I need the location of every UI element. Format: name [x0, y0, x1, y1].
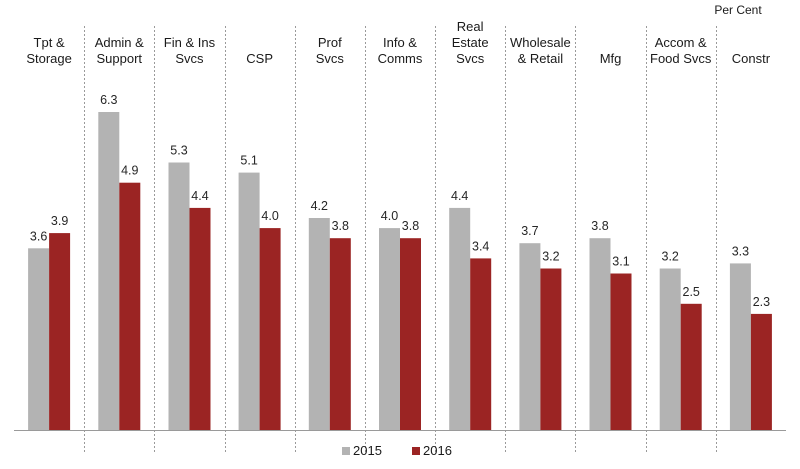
bar-2016 [540, 268, 562, 430]
value-label-2016: 3.9 [51, 214, 68, 228]
bar-2016 [400, 238, 421, 430]
bar-2016 [610, 273, 632, 430]
category-label: Support [96, 51, 142, 66]
value-label-2015: 4.4 [451, 189, 468, 203]
category-label: Fin & Ins [164, 35, 216, 50]
bar-2015 [308, 218, 330, 430]
bar-2015 [28, 248, 50, 430]
legend-swatch-2015 [342, 447, 350, 455]
category-label: Constr [732, 51, 771, 66]
category-label: Wholesale [510, 35, 571, 50]
category-label: & Retail [518, 51, 564, 66]
bar-2015 [238, 172, 260, 430]
bar-2015 [729, 263, 751, 430]
value-labels-group: 3.6 3.9 6.3 4.9 5.3 4.4 5.1 4.0 4.2 3.8 4.0 3.8 4.4 3… [30, 93, 770, 309]
category-label: Tpt & [34, 35, 65, 50]
bar-2015 [168, 162, 190, 430]
value-label-2016: 4.9 [121, 164, 138, 178]
value-label-2015: 4.0 [381, 209, 398, 223]
value-label-2015: 3.7 [521, 224, 538, 238]
value-label-2016: 3.1 [612, 255, 629, 269]
category-label: Mfg [600, 51, 622, 66]
category-dividers [14, 26, 786, 454]
bar-2016 [49, 233, 71, 430]
category-label: Admin & [95, 35, 144, 50]
bar-2015 [519, 243, 541, 430]
bar-2016 [189, 207, 211, 430]
legend-label-2015: 2015 [353, 443, 382, 458]
bar-2016 [259, 228, 281, 430]
value-label-2015: 3.3 [732, 244, 749, 258]
value-label-2016: 3.8 [402, 219, 419, 233]
category-label: Comms [378, 51, 423, 66]
category-label: Svcs [316, 51, 345, 66]
value-label-2016: 4.4 [191, 189, 208, 203]
category-label: CSP [246, 51, 273, 66]
value-label-2015: 3.2 [662, 250, 679, 264]
bar-2015 [659, 268, 681, 430]
legend-label-2016: 2016 [423, 443, 452, 458]
value-label-2016: 3.4 [472, 239, 489, 253]
value-label-2015: 4.2 [311, 199, 328, 213]
bar-2015 [379, 228, 400, 430]
bar-2015 [98, 112, 120, 430]
category-label: Estate [452, 35, 489, 50]
bar-2016 [750, 313, 772, 430]
value-label-2016: 2.5 [683, 285, 700, 299]
category-label: Svcs [456, 51, 485, 66]
value-label-2016: 2.3 [753, 295, 770, 309]
value-label-2016: 3.2 [542, 250, 559, 264]
value-label-2016: 3.8 [332, 219, 349, 233]
value-label-2015: 3.6 [30, 229, 47, 243]
bar-2016 [119, 182, 141, 430]
category-label: Info & [383, 35, 417, 50]
legend-swatch-2016 [412, 447, 420, 455]
value-label-2015: 5.3 [170, 144, 187, 158]
category-label: Food Svcs [650, 51, 712, 66]
value-label-2016: 4.0 [261, 209, 278, 223]
bar-2015 [589, 238, 611, 430]
legend: 2015 2016 [342, 443, 452, 458]
bar-2016 [329, 238, 351, 430]
value-label-2015: 3.8 [591, 219, 608, 233]
bar-2016 [680, 303, 702, 430]
category-label: Real [457, 19, 484, 34]
bars-group [28, 112, 772, 430]
category-label: Prof [318, 35, 342, 50]
bar-2016 [470, 258, 492, 430]
bar-2015 [449, 207, 471, 430]
category-label: Accom & [655, 35, 707, 50]
category-label: Storage [26, 51, 72, 66]
category-label: Svcs [175, 51, 204, 66]
value-label-2015: 5.1 [240, 154, 257, 168]
unit-label: Per Cent [714, 3, 762, 17]
value-label-2015: 6.3 [100, 93, 117, 107]
